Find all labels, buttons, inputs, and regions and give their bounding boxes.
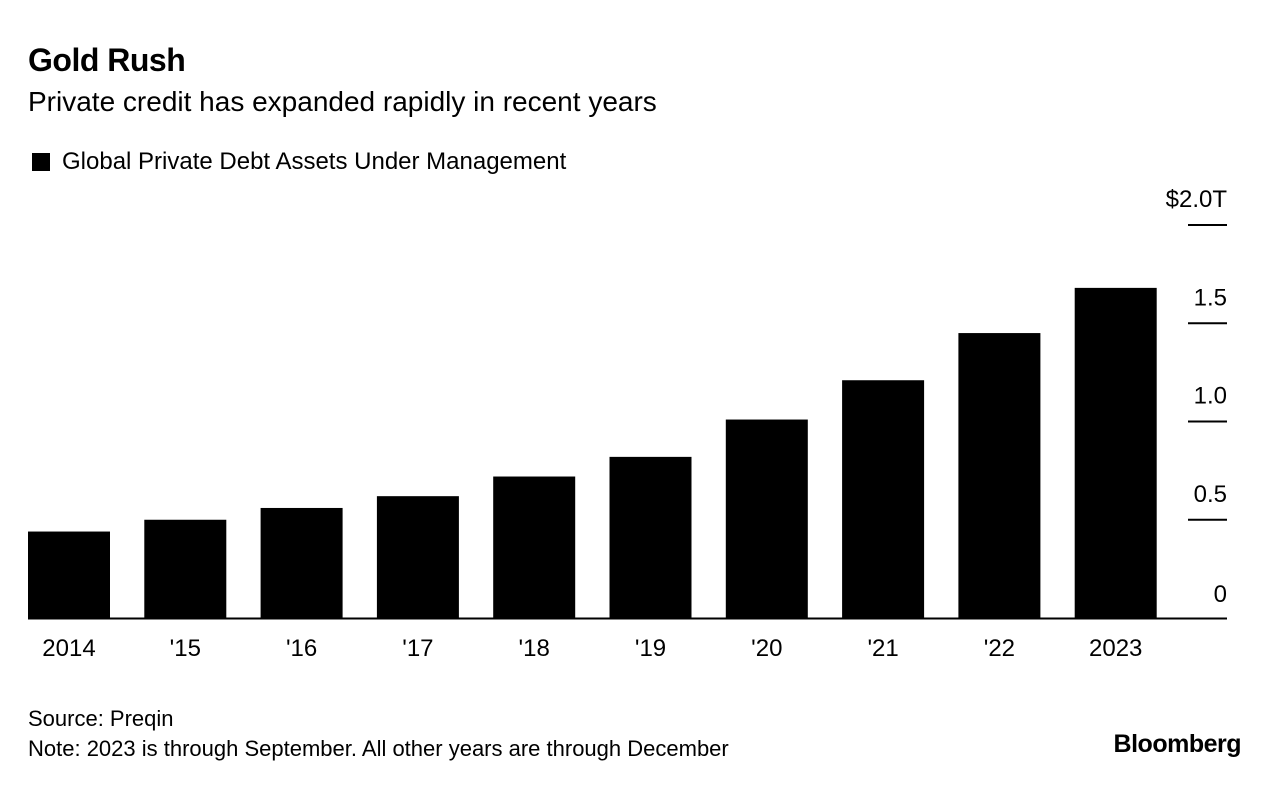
legend-swatch: [32, 153, 50, 171]
bar-chart: 2014 '15 '16 '17 '18 '19 '20 '21 '22 2023 0 0.5 1.0 1…: [28, 186, 1228, 662]
x-tick-label: '17: [402, 635, 433, 662]
x-tick-label: '22: [984, 635, 1015, 662]
bar-22: [958, 333, 1041, 618]
x-tick-label: '19: [635, 635, 666, 662]
y-tick-label: 0.5: [1194, 481, 1227, 508]
bar-2014: [28, 531, 110, 618]
footnote: Note: 2023 is through September. All oth…: [28, 736, 729, 761]
legend-label: Global Private Debt Assets Under Managem…: [62, 148, 567, 175]
bar-21: [842, 380, 925, 618]
bar-19: [609, 456, 692, 618]
bloomberg-logo: Bloomberg: [1113, 730, 1242, 758]
bar-20: [725, 419, 808, 618]
y-tick-label: 1.0: [1194, 383, 1227, 410]
x-tick-label: '16: [286, 635, 317, 662]
x-tick-label: 2014: [42, 635, 95, 662]
x-tick-label: '15: [170, 635, 201, 662]
y-tick-label: 1.5: [1194, 284, 1227, 311]
legend: Global Private Debt Assets Under Managem…: [32, 148, 566, 176]
bar-15: [144, 519, 227, 618]
x-tick-label: '18: [519, 635, 550, 662]
source-note: Source: Preqin: [28, 706, 174, 731]
chart-title: Gold Rush: [28, 42, 186, 78]
y-tick-label: 0: [1214, 581, 1227, 608]
chart-subtitle: Private credit has expanded rapidly in r…: [28, 86, 657, 117]
y-tick-label: $2.0T: [1166, 186, 1228, 213]
bar-18: [493, 476, 576, 618]
x-tick-label: 2023: [1089, 635, 1142, 662]
x-tick-label: '21: [867, 635, 898, 662]
bar-17: [376, 496, 459, 618]
bar-16: [260, 507, 343, 618]
bar-2023: [1074, 287, 1157, 618]
x-tick-label: '20: [751, 635, 782, 662]
